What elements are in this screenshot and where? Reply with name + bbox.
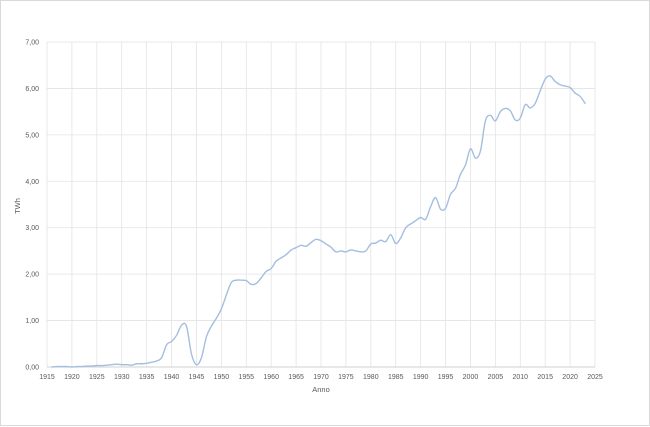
y-tick-label: 1,00 [25, 318, 39, 325]
x-tick-label: 1960 [263, 374, 279, 381]
x-tick-label: 2005 [488, 374, 504, 381]
series-line [51, 75, 586, 368]
x-tick-label: 1985 [388, 374, 404, 381]
y-tick-label: 3,00 [25, 225, 39, 232]
x-tick-label: 1945 [189, 374, 205, 381]
x-tick-label: 1930 [114, 374, 130, 381]
x-tick-label: 2020 [562, 374, 578, 381]
x-tick-label: 1950 [214, 374, 230, 381]
x-tick-label: 2015 [537, 374, 553, 381]
y-axis-tick-labels: 0,00 1,00 2,00 3,00 4,00 5,00 6,00 7,00 [25, 40, 39, 372]
y-tick-label: 7,00 [25, 40, 39, 47]
y-tick-label: 0,00 [25, 365, 39, 372]
y-axis-title: TWh [13, 198, 22, 214]
x-tick-label: 1925 [89, 374, 105, 381]
x-tick-label: 2000 [463, 374, 479, 381]
y-tick-label: 4,00 [25, 179, 39, 186]
x-tick-label: 1920 [64, 374, 80, 381]
horizontal-gridlines [47, 41, 595, 368]
x-tick-label: 1990 [413, 374, 429, 381]
x-tick-label: 1955 [238, 374, 254, 381]
x-tick-label: 1935 [139, 374, 155, 381]
x-tick-label: 1965 [288, 374, 304, 381]
y-tick-label: 6,00 [25, 86, 39, 93]
x-tick-label: 2010 [512, 374, 528, 381]
x-axis-title: Anno [312, 385, 330, 394]
x-tick-label: 1980 [363, 374, 379, 381]
x-tick-label: 1940 [164, 374, 180, 381]
x-tick-label: 1995 [438, 374, 454, 381]
x-tick-label: 1975 [338, 374, 354, 381]
series-lines [51, 75, 586, 368]
y-tick-label: 2,00 [25, 272, 39, 279]
x-tick-label: 1915 [39, 374, 55, 381]
x-axis-tick-labels: 1915 1920 1925 1930 1935 1940 1945 1950 1955 1960… [39, 374, 603, 381]
x-tick-label: 1970 [313, 374, 329, 381]
vertical-gridlines [46, 42, 596, 367]
y-tick-label: 5,00 [25, 132, 39, 139]
x-tick-label: 2025 [587, 374, 603, 381]
